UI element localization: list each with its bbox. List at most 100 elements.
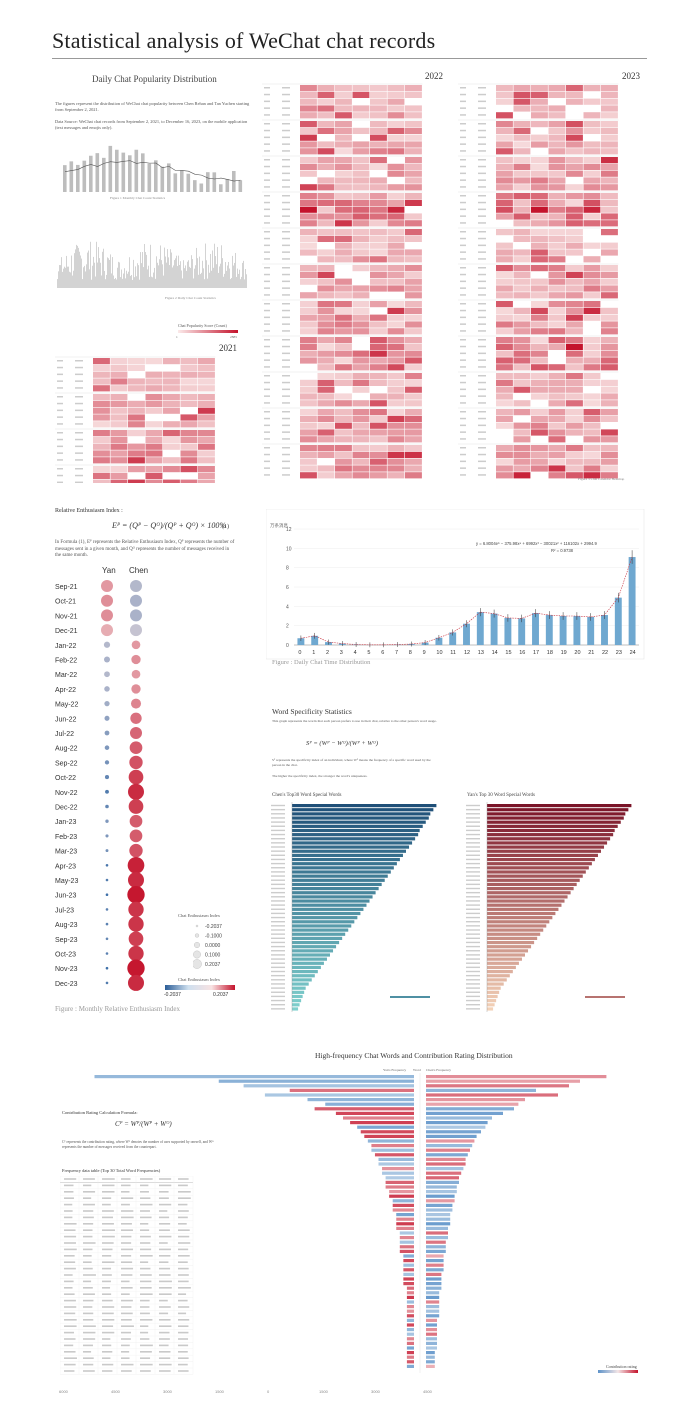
calendar-day-cell (317, 271, 335, 278)
calendar-day-cell (145, 443, 163, 450)
calendar-day-cell (335, 213, 352, 220)
freq-table-cell (64, 1216, 73, 1219)
calendar-day-cell (335, 422, 352, 429)
yan-frequency-bar (406, 1346, 414, 1350)
daily-bar (136, 276, 137, 288)
daily-bar (181, 270, 182, 288)
calendar-day-cell (405, 409, 422, 416)
yan-frequency-bar (406, 1355, 414, 1359)
calendar-week-tick (264, 251, 270, 253)
calendar-day-cell (352, 134, 370, 141)
calendar-day-cell (496, 157, 513, 164)
calendar-day-cell (387, 472, 405, 479)
freq-table-cell (178, 1223, 187, 1225)
calendar-day-cell (496, 121, 513, 128)
specificity-word-label (271, 929, 285, 931)
specificity-word-label (466, 904, 480, 906)
yan-bubble (105, 834, 109, 838)
daily-bar (184, 268, 185, 288)
calendar-week-tick (478, 215, 486, 217)
calendar-week-tick (264, 195, 270, 197)
calendar-day-cell (93, 371, 110, 378)
chen-frequency-bar (426, 1148, 470, 1152)
specificity-word-label (466, 896, 480, 898)
chen-frequency-bar (426, 1351, 435, 1355)
calendar-day-cell (317, 292, 335, 299)
daily-bar (189, 266, 190, 288)
chen-frequency-bar (426, 1254, 444, 1258)
calendar-day-cell (317, 314, 335, 321)
calendar-week-tick (264, 359, 270, 361)
daily-bar (162, 264, 163, 288)
calendar-day-cell (583, 256, 601, 263)
calendar-week-tick (478, 345, 486, 348)
specificity-bar (292, 949, 334, 953)
specificity-bar (487, 849, 601, 853)
calendar-day-cell (352, 350, 370, 357)
daily-bar (178, 255, 179, 288)
calendar-week-tick (460, 474, 466, 476)
calendar-heatmap-2023 (458, 83, 619, 479)
calendar-day-cell (405, 235, 422, 242)
freq-table-cell (140, 1306, 150, 1308)
calendar-week-tick (282, 303, 290, 305)
calendar-day-cell (601, 105, 618, 112)
calendar-day-cell (566, 271, 583, 278)
calendar-day-cell (163, 436, 180, 443)
daily-bar (101, 275, 102, 288)
freq-table-cell (83, 1287, 93, 1289)
calendar-day-cell (317, 445, 335, 452)
calendar-day-cell (370, 229, 387, 236)
calendar-day-cell (496, 400, 513, 407)
specificity-word-label (271, 900, 285, 902)
freq-table-cell (178, 1331, 189, 1334)
calendar-day-cell (110, 407, 128, 414)
calendar-day-cell (513, 301, 531, 308)
calendar-day-cell (531, 193, 548, 200)
chen-frequency-bar (426, 1226, 448, 1230)
col-chen-label: Chen (129, 566, 149, 575)
calendar-day-cell (387, 422, 405, 429)
calendar-day-cell (548, 141, 566, 148)
calendar-day-cell (335, 229, 352, 236)
specificity-bar (487, 824, 618, 828)
calendar-day-cell (180, 407, 198, 414)
calendar-day-cell (531, 307, 548, 314)
calendar-day-cell (317, 400, 335, 407)
calendar-day-cell (145, 457, 163, 464)
calendar-day-cell (601, 415, 618, 422)
calendar-day-cell (601, 134, 618, 141)
size-legend-circle (195, 924, 199, 928)
calendar-day-cell (566, 451, 583, 458)
specificity-bar (292, 1007, 299, 1011)
daily-bar (105, 279, 106, 288)
calendar-week-tick (460, 417, 466, 420)
freq-table-cell (159, 1363, 172, 1366)
calendar-day-cell (180, 443, 198, 450)
word-spec-note-3: The higher the specificity index, the st… (272, 774, 368, 778)
chen-frequency-bar (426, 1139, 475, 1143)
chen-frequency-bar (426, 1180, 459, 1184)
daily-bar (160, 245, 161, 288)
daily-bar (108, 258, 109, 288)
enthusiasm-month-label: Oct-23 (55, 952, 76, 959)
daily-bar (143, 267, 144, 288)
heat-legend-bar (178, 330, 238, 333)
calendar-day-cell (300, 350, 317, 357)
calendar-day-cell (405, 121, 422, 128)
yan-bubble (104, 730, 110, 736)
specificity-word-label (271, 1008, 285, 1010)
freq-table-cell (140, 1197, 151, 1199)
specificity-word-label (271, 974, 285, 977)
monthly-bar (225, 179, 230, 192)
calendar-week-tick (75, 409, 83, 412)
yan-frequency-bar (403, 1277, 414, 1281)
calendar-day-cell (370, 213, 387, 220)
specificity-bar (292, 953, 330, 957)
calendar-day-cell (548, 436, 566, 443)
calendar-day-cell (163, 472, 180, 479)
calendar-day-cell (496, 451, 513, 458)
daily-bar (228, 261, 229, 288)
yan-frequency-bar (406, 1295, 414, 1299)
calendar-week-tick (57, 481, 63, 483)
